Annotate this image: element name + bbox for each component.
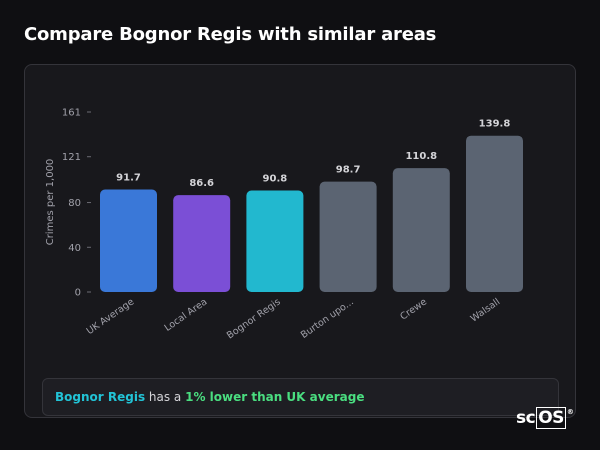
chart-card: Crimes per 1,000 0 40 80 121 161 91.7 UK Averag… (24, 64, 576, 418)
x-tick-label: Burton upo... (299, 296, 356, 340)
summary-area-name: Bognor Regis (55, 390, 146, 404)
brand-logo-prefix: sc (516, 408, 536, 428)
brand-logo-boxed: OS (536, 407, 566, 429)
y-tick-label: 0 (75, 288, 81, 299)
bar (100, 189, 157, 292)
page-title: Compare Bognor Regis with similar areas (24, 24, 437, 45)
bar-value-label: 86.6 (189, 178, 214, 189)
bar (246, 190, 304, 292)
x-tick-label: UK Average (85, 296, 137, 337)
y-tick-label: 161 (62, 108, 81, 119)
x-tick-label: Crewe (398, 296, 429, 322)
y-tick-label: 80 (68, 198, 81, 209)
bar-value-label: 91.7 (116, 172, 141, 183)
bar (466, 135, 523, 292)
bar-value-label: 110.8 (405, 151, 437, 162)
bar-value-label: 98.7 (336, 165, 361, 176)
bar (173, 195, 231, 292)
x-tick-label: Local Area (163, 296, 210, 333)
bar-chart: Crimes per 1,000 0 40 80 121 161 91.7 UK Averag… (45, 108, 523, 341)
summary-box: Bognor Regis has a 1% lower than UK aver… (42, 378, 559, 416)
summary-difference: 1% lower than UK average (185, 390, 365, 404)
brand-logo-mark: ® (566, 408, 574, 416)
summary-text: has a (145, 390, 186, 404)
bar-value-label: 139.8 (479, 119, 511, 130)
bar (319, 181, 377, 292)
bar-value-label: 90.8 (263, 173, 288, 184)
y-tick-label: 40 (68, 243, 81, 254)
y-tick-label: 121 (62, 152, 81, 163)
y-axis-label: Crimes per 1,000 (45, 159, 56, 246)
bar (392, 168, 450, 292)
x-tick-label: Bognor Regis (225, 296, 283, 341)
brand-logo: sc OS ® (516, 407, 574, 429)
x-tick-label: Walsall (469, 296, 503, 324)
